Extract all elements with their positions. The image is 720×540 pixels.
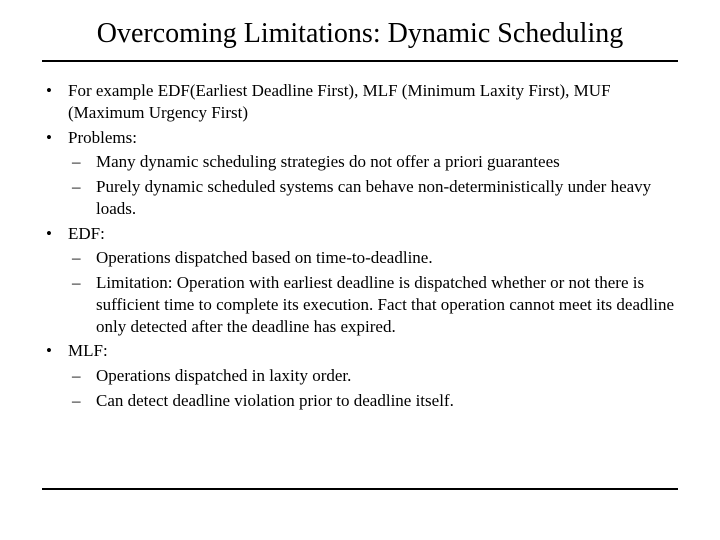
slide-title: Overcoming Limitations: Dynamic Scheduli… bbox=[0, 0, 720, 60]
bottom-rule bbox=[42, 488, 678, 490]
bullet-icon: • bbox=[46, 80, 68, 124]
dash-icon: – bbox=[68, 272, 96, 337]
dash-icon: – bbox=[68, 390, 96, 412]
sub-list-item: – Limitation: Operation with earliest de… bbox=[68, 272, 674, 337]
dash-icon: – bbox=[68, 247, 96, 269]
list-item: • Problems: bbox=[46, 127, 674, 149]
sub-list-item: – Can detect deadline violation prior to… bbox=[68, 390, 674, 412]
dash-icon: – bbox=[68, 176, 96, 220]
sub-list-item: – Operations dispatched based on time-to… bbox=[68, 247, 674, 269]
sub-list-item-text: Many dynamic scheduling strategies do no… bbox=[96, 151, 674, 173]
sub-list-item-text: Limitation: Operation with earliest dead… bbox=[96, 272, 674, 337]
list-item-text: Problems: bbox=[68, 127, 674, 149]
sub-list-item: – Many dynamic scheduling strategies do … bbox=[68, 151, 674, 173]
slide: Overcoming Limitations: Dynamic Scheduli… bbox=[0, 0, 720, 540]
sub-list-item: – Purely dynamic scheduled systems can b… bbox=[68, 176, 674, 220]
list-item-text: For example EDF(Earliest Deadline First)… bbox=[68, 80, 674, 124]
list-item: • MLF: bbox=[46, 340, 674, 362]
bullet-icon: • bbox=[46, 223, 68, 245]
sub-list-item: – Operations dispatched in laxity order. bbox=[68, 365, 674, 387]
sub-list-item-text: Can detect deadline violation prior to d… bbox=[96, 390, 674, 412]
list-item-text: EDF: bbox=[68, 223, 674, 245]
bullet-icon: • bbox=[46, 127, 68, 149]
dash-icon: – bbox=[68, 365, 96, 387]
sub-list-item-text: Purely dynamic scheduled systems can beh… bbox=[96, 176, 674, 220]
list-item-text: MLF: bbox=[68, 340, 674, 362]
bullet-icon: • bbox=[46, 340, 68, 362]
sub-list-item-text: Operations dispatched based on time-to-d… bbox=[96, 247, 674, 269]
dash-icon: – bbox=[68, 151, 96, 173]
sub-list-item-text: Operations dispatched in laxity order. bbox=[96, 365, 674, 387]
list-item: • EDF: bbox=[46, 223, 674, 245]
slide-body: • For example EDF(Earliest Deadline Firs… bbox=[0, 62, 720, 412]
list-item: • For example EDF(Earliest Deadline Firs… bbox=[46, 80, 674, 124]
